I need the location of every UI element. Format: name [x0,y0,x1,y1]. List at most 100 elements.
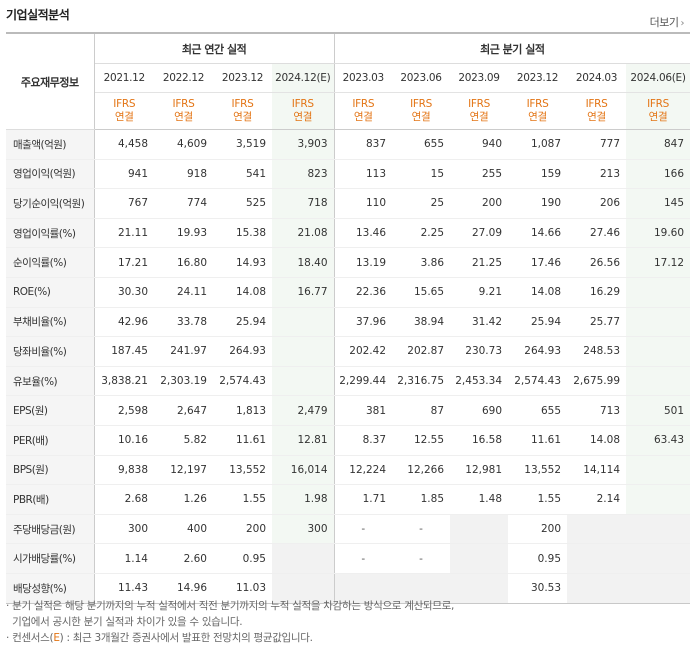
table-cell: 202.87 [392,336,451,367]
table-cell: 16.58 [450,425,509,456]
table-cell: 11.61 [508,425,568,456]
table-cell: 17.12 [626,247,691,278]
table-cell: 940 [450,129,509,160]
period-header: 2022.12 [154,63,213,93]
table-cell: 37.96 [334,306,393,338]
table-row: 당기순이익(억원) 767 774 525 718 110 25 200 190 206 145 [6,188,691,219]
table-cell: 2,299.44 [334,366,393,397]
table-cell [626,573,691,604]
table-cell: 14.08 [567,425,627,456]
standard-consolidated: 연결 [233,111,252,123]
more-label: 더보기 [649,16,679,29]
table-cell: 16.77 [272,277,335,308]
table-cell: 241.97 [154,336,213,367]
table-cell: 2.25 [392,217,451,249]
accounting-standard: IFRS 연결 [450,92,509,130]
table-cell: 300 [94,513,154,545]
table-cell: 16,014 [272,455,335,486]
table-cell [272,366,335,397]
row-label: 영업이익(억원) [6,159,95,190]
table-cell: 941 [94,159,154,190]
table-cell: 0.95 [508,543,568,574]
table-cell [626,484,691,515]
standard-ifrs: IFRS [526,98,549,110]
table-cell [626,336,691,367]
table-cell: 2.68 [94,484,154,515]
table-cell: 8.37 [334,425,393,456]
table-cell: 30.53 [508,573,568,604]
table-cell: 1.26 [154,484,213,515]
row-label: 영업이익률(%) [6,217,95,249]
table-cell: 14.08 [213,277,272,308]
table-cell: 12.55 [392,425,451,456]
row-label: 당기순이익(억원) [6,188,95,219]
table-cell: 655 [392,129,451,160]
row-label: 배당성향(%) [6,573,95,604]
table-cell: 113 [334,159,393,190]
table-cell: 777 [567,129,627,160]
row-label: EPS(원) [6,395,95,426]
table-cell: 767 [94,188,154,219]
annual-group-header: 최근 연간 실적 [94,32,335,64]
table-cell: 2,647 [154,395,213,426]
table-cell: 25 [392,188,451,219]
table-cell: - [334,513,393,545]
table-cell: 110 [334,188,393,219]
row-label: 시가배당률(%) [6,543,95,574]
table-cell: 718 [272,188,335,219]
table-cell: 24.11 [154,277,213,308]
table-cell: - [334,543,393,574]
table-cell: 3,838.21 [94,366,154,397]
table-cell: 63.43 [626,425,691,456]
table-cell: 3,903 [272,129,335,160]
table-cell: 2,316.75 [392,366,451,397]
row-label: 주당배당금(원) [6,513,95,545]
footnote-1: · 분기 실적은 해당 분기까지의 누적 실적에서 직전 분기까지의 누적 실적… [6,600,455,612]
financial-table: 주요재무정보 최근 연간 실적 최근 분기 실적 2021.12 2022.12 2… [6,32,691,604]
table-cell: 918 [154,159,213,190]
row-label: PBR(배) [6,484,95,515]
table-cell: 25.94 [213,306,272,338]
row-label: ROE(%) [6,277,95,308]
period-header: 2021.12 [94,63,154,93]
standard-ifrs: IFRS [410,98,432,110]
table-row: 시가배당률(%) 1.14 2.60 0.95- -0.95 [6,543,691,574]
table-cell: 264.93 [213,336,272,367]
table-cell: 690 [450,395,509,426]
table-cell: 14,114 [567,455,627,486]
table-cell: 12,266 [392,455,451,486]
row-label: 유보율(%) [6,366,95,397]
table-cell [567,543,627,574]
table-cell: 17.46 [508,247,568,278]
table-cell: 713 [567,395,627,426]
row-label: 당좌비율(%) [6,336,95,367]
table-cell: 1.55 [213,484,272,515]
table-cell: 17.21 [94,247,154,278]
table-cell: 300 [272,513,335,545]
table-cell: 42.96 [94,306,154,338]
table-cell: 12,197 [154,455,213,486]
period-header: 2023.09 [450,63,509,93]
quarter-group-header: 최근 분기 실적 [334,32,691,64]
standard-consolidated: 연결 [293,111,313,123]
table-cell: 202.42 [334,336,393,367]
footnote-3: · 컨센서스(E) : 최근 3개월간 증권사에서 발표한 전망치의 평균값입니… [6,632,313,644]
table-row: 유보율(%) 3,838.21 2,303.19 2,574.43 2,299.44 2,… [6,366,691,397]
table-row: 영업이익률(%) 21.11 19.93 15.38 21.08 13.46 2.25 27.… [6,217,691,249]
table-cell: 1.85 [392,484,451,515]
table-cell: 187.45 [94,336,154,367]
standard-consolidated: 연결 [114,111,134,123]
table-cell: 2,479 [272,395,335,426]
period-header: 2023.06 [392,63,451,93]
table-cell: 18.40 [272,247,335,278]
table-cell [272,306,335,338]
footnote-2: 기업에서 공시한 분기 실적과 차이가 있을 수 있습니다. [12,616,243,628]
period-header: 2024.03 [567,63,627,93]
table-cell: 27.09 [450,217,509,249]
accounting-standard: IFRS 연결 [392,92,451,130]
more-link[interactable]: 더보기 › [649,14,685,30]
table-cell: - [392,543,451,574]
table-cell: 200 [213,513,272,545]
table-cell: 16.80 [154,247,213,278]
table-cell: 0.95 [213,543,272,574]
